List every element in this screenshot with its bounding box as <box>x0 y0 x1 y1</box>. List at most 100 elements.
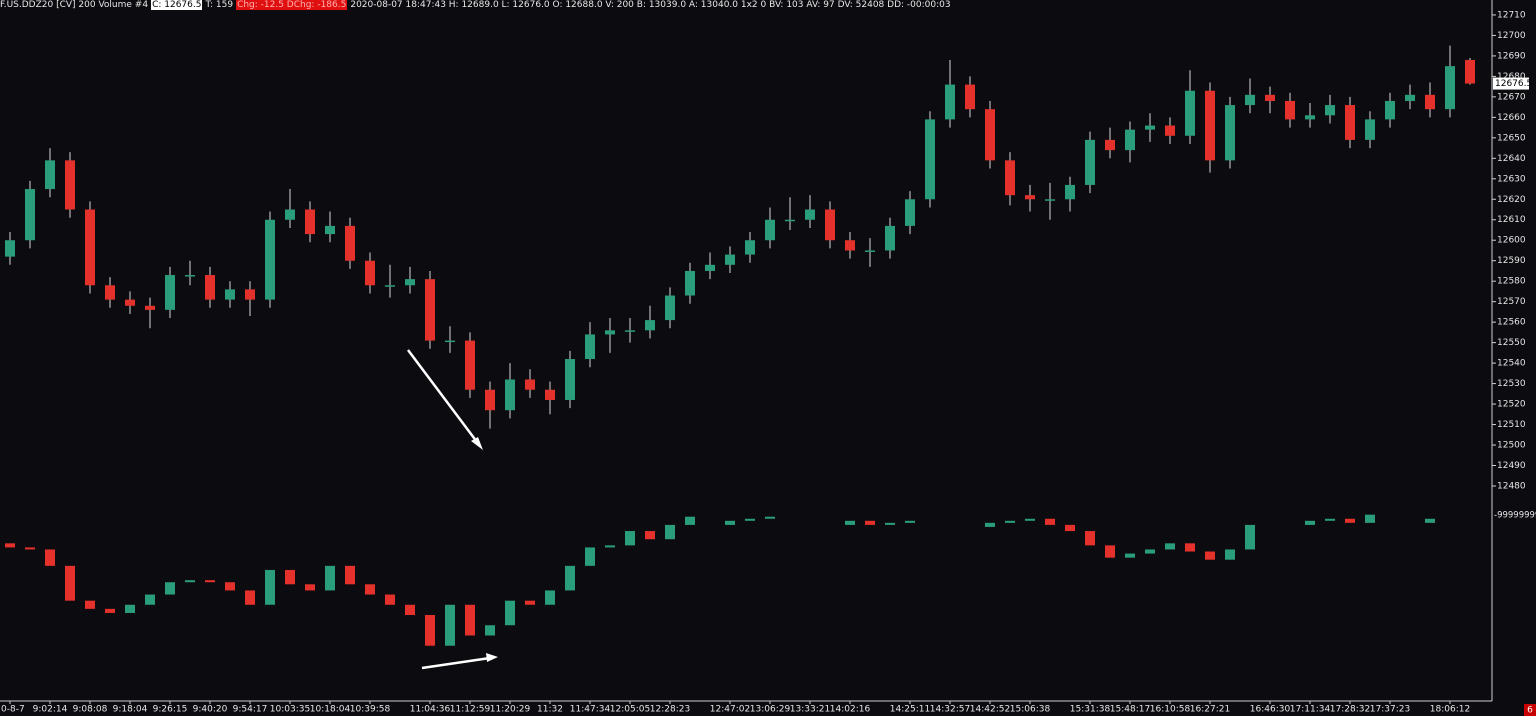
candle-body <box>1025 195 1035 200</box>
x-tick-label: 9:40:20 <box>193 705 228 715</box>
x-tick-label: 13:06:29 <box>750 705 791 715</box>
candle-body <box>385 594 395 605</box>
candle-body <box>585 334 595 360</box>
candle-body <box>405 279 415 286</box>
candle-body <box>685 270 695 296</box>
candle-body <box>1085 531 1095 546</box>
candle-body <box>1205 90 1215 161</box>
candle-body <box>165 582 175 595</box>
candle-body <box>725 254 735 265</box>
candle-body <box>425 279 435 341</box>
candle-body <box>1185 543 1195 552</box>
candle-body <box>265 219 275 300</box>
x-tick-label: 16:27:21 <box>1190 705 1230 715</box>
candle-body <box>345 225 355 261</box>
candle-body <box>1005 520 1015 523</box>
candle-body <box>1265 94 1275 101</box>
candle-body <box>525 379 535 390</box>
y-tick-label: 12600 <box>1497 236 1526 246</box>
candle-body <box>205 580 215 583</box>
indicator-label: -99999999 <box>1494 511 1536 521</box>
x-tick-label: 17:28:32 <box>1330 705 1370 715</box>
candle-body <box>505 379 515 411</box>
y-tick-label: 12490 <box>1497 461 1526 471</box>
y-tick-label: 12580 <box>1497 277 1526 287</box>
y-tick-label: 12650 <box>1497 133 1526 143</box>
y-tick-label: 12640 <box>1497 154 1526 164</box>
candle-body <box>305 584 315 591</box>
candle-body <box>865 520 875 525</box>
candle-body <box>1245 94 1255 106</box>
x-tick-label: 14:25:11 <box>890 705 930 715</box>
x-tick-label: 9:02:14 <box>33 705 68 715</box>
candle-body <box>45 549 55 566</box>
x-tick-label: 11:20:29 <box>490 705 531 715</box>
candle-body <box>365 584 375 595</box>
candle-body <box>925 119 935 200</box>
candle-body <box>585 547 595 566</box>
x-tick-label: 12:05:05 <box>610 705 650 715</box>
candle-body <box>825 209 835 241</box>
header: F.US.DDZ20 [CV] 200 Volume #4 C: 12676.5 T… <box>0 0 954 11</box>
candle-body <box>445 340 455 343</box>
y-tick-label: 12510 <box>1497 420 1526 430</box>
last-price-label: 12676.5 <box>1495 79 1532 89</box>
candle-body <box>145 305 155 310</box>
candle-body <box>1085 139 1095 185</box>
candle-body <box>285 569 295 585</box>
candle-body <box>445 604 455 646</box>
candle-body <box>285 209 295 220</box>
candle-body <box>1245 524 1255 550</box>
x-tick-label: 9:54:17 <box>233 705 268 715</box>
x-tick-label: 14:32:57 <box>930 705 970 715</box>
candle-body <box>1325 105 1335 116</box>
instrument: F.US.DDZ20 [CV] 200 Volume #4 <box>0 0 149 10</box>
candle-body <box>85 600 95 609</box>
candle-body <box>645 531 655 540</box>
candle-body <box>305 209 315 235</box>
candle-body <box>485 389 495 411</box>
y-tick-label: 12550 <box>1497 338 1526 348</box>
candle-body <box>985 522 995 527</box>
candle-body <box>1385 100 1395 120</box>
candle-body <box>165 275 175 310</box>
y-tick-label: 12530 <box>1497 379 1526 389</box>
x-tick-label: 13:33:21 <box>790 705 830 715</box>
candle-body <box>1145 549 1155 554</box>
candle-body <box>185 275 195 277</box>
candle-body <box>1445 66 1455 110</box>
candle-body <box>1305 520 1315 525</box>
candle-body <box>1345 105 1355 140</box>
y-tick-label: 12660 <box>1497 113 1526 123</box>
y-tick-label: 12560 <box>1497 318 1526 328</box>
candle-body <box>1005 160 1015 196</box>
candle-body <box>1125 129 1135 151</box>
candle-body <box>405 604 415 616</box>
candle-body <box>765 219 775 241</box>
candle-body <box>845 520 855 525</box>
close-box: C: 12676.5 <box>151 0 203 10</box>
candle-body <box>465 604 475 636</box>
x-tick-label: 12:28:23 <box>650 705 690 715</box>
candle-body <box>1205 551 1215 560</box>
candle-body <box>25 189 35 241</box>
candle-body <box>525 600 535 605</box>
candle-body <box>1425 94 1435 110</box>
candle-body <box>845 240 855 251</box>
candle-body <box>805 209 815 220</box>
x-tick-label: 15:31:38 <box>1070 705 1111 715</box>
candle-body <box>65 565 75 601</box>
candle-body <box>425 615 435 646</box>
x-tick-label: 17:37:23 <box>1370 705 1410 715</box>
candle-body <box>1405 94 1415 101</box>
y-tick-label: 12690 <box>1497 51 1526 61</box>
candle-body <box>5 543 15 548</box>
candle-body <box>545 590 555 605</box>
candle-body <box>905 520 915 523</box>
y-tick-label: 12520 <box>1497 400 1526 410</box>
candle-body <box>365 260 375 286</box>
x-tick-label: 15:48:17 <box>1110 705 1150 715</box>
candle-body <box>985 109 995 161</box>
